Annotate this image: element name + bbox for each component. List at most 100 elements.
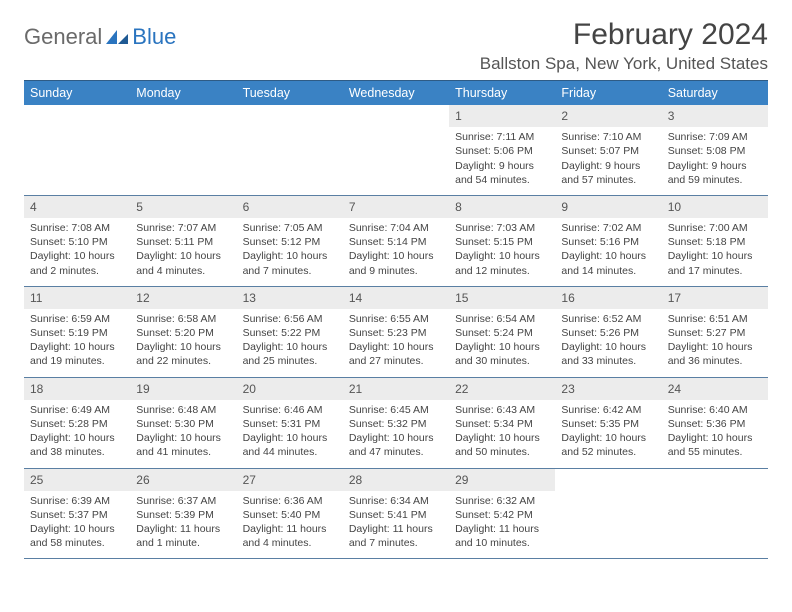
day-detail-cell: Sunrise: 6:58 AMSunset: 5:20 PMDaylight:… (130, 309, 236, 377)
day-detail-cell: Sunrise: 6:59 AMSunset: 5:19 PMDaylight:… (24, 309, 130, 377)
day-number-cell: 2 (555, 105, 661, 127)
sunset-line: Sunset: 5:31 PM (243, 417, 337, 431)
day-detail-cell: Sunrise: 6:52 AMSunset: 5:26 PMDaylight:… (555, 309, 661, 377)
day-detail-cell: Sunrise: 7:03 AMSunset: 5:15 PMDaylight:… (449, 218, 555, 286)
sunset-line: Sunset: 5:40 PM (243, 508, 337, 522)
day-number-cell: 7 (343, 195, 449, 218)
sunset-line: Sunset: 5:07 PM (561, 144, 655, 158)
sunrise-line: Sunrise: 7:04 AM (349, 221, 443, 235)
daylight-line: Daylight: 9 hours and 59 minutes. (668, 159, 762, 187)
day-number-cell: 15 (449, 286, 555, 309)
day-number-cell: 10 (662, 195, 768, 218)
sunrise-line: Sunrise: 7:00 AM (668, 221, 762, 235)
day-detail-cell: Sunrise: 6:42 AMSunset: 5:35 PMDaylight:… (555, 400, 661, 468)
day-number-cell: 21 (343, 377, 449, 400)
weekday-header: Wednesday (343, 81, 449, 106)
location: Ballston Spa, New York, United States (480, 54, 768, 74)
daylight-line: Daylight: 10 hours and 25 minutes. (243, 340, 337, 368)
sunset-line: Sunset: 5:18 PM (668, 235, 762, 249)
day-number-cell: 4 (24, 195, 130, 218)
sunrise-line: Sunrise: 6:54 AM (455, 312, 549, 326)
sunrise-line: Sunrise: 6:59 AM (30, 312, 124, 326)
day-number-cell: 5 (130, 195, 236, 218)
day-number-cell (237, 105, 343, 127)
daylight-line: Daylight: 11 hours and 10 minutes. (455, 522, 549, 550)
day-number-cell: 27 (237, 468, 343, 491)
day-number-cell: 23 (555, 377, 661, 400)
sunset-line: Sunset: 5:30 PM (136, 417, 230, 431)
sunset-line: Sunset: 5:41 PM (349, 508, 443, 522)
sunrise-line: Sunrise: 6:37 AM (136, 494, 230, 508)
day-number-cell: 16 (555, 286, 661, 309)
day-number-row: 45678910 (24, 195, 768, 218)
day-number-cell: 25 (24, 468, 130, 491)
sunset-line: Sunset: 5:15 PM (455, 235, 549, 249)
day-number-cell: 19 (130, 377, 236, 400)
daylight-line: Daylight: 10 hours and 22 minutes. (136, 340, 230, 368)
sunrise-line: Sunrise: 7:10 AM (561, 130, 655, 144)
day-number-cell: 14 (343, 286, 449, 309)
day-detail-row: Sunrise: 6:49 AMSunset: 5:28 PMDaylight:… (24, 400, 768, 468)
sunrise-line: Sunrise: 7:07 AM (136, 221, 230, 235)
sunrise-line: Sunrise: 6:39 AM (30, 494, 124, 508)
title-block: February 2024 Ballston Spa, New York, Un… (480, 18, 768, 74)
day-detail-cell: Sunrise: 6:55 AMSunset: 5:23 PMDaylight:… (343, 309, 449, 377)
day-number-cell: 22 (449, 377, 555, 400)
day-detail-cell: Sunrise: 6:36 AMSunset: 5:40 PMDaylight:… (237, 491, 343, 559)
sunset-line: Sunset: 5:32 PM (349, 417, 443, 431)
daylight-line: Daylight: 9 hours and 54 minutes. (455, 159, 549, 187)
sunrise-line: Sunrise: 6:51 AM (668, 312, 762, 326)
day-detail-cell: Sunrise: 7:10 AMSunset: 5:07 PMDaylight:… (555, 127, 661, 195)
day-detail-cell: Sunrise: 7:00 AMSunset: 5:18 PMDaylight:… (662, 218, 768, 286)
sunrise-line: Sunrise: 6:46 AM (243, 403, 337, 417)
day-number-cell: 6 (237, 195, 343, 218)
logo: General Blue (24, 18, 176, 50)
daylight-line: Daylight: 11 hours and 1 minute. (136, 522, 230, 550)
day-number-cell: 20 (237, 377, 343, 400)
month-title: February 2024 (480, 18, 768, 52)
sunrise-line: Sunrise: 6:48 AM (136, 403, 230, 417)
day-detail-cell: Sunrise: 6:34 AMSunset: 5:41 PMDaylight:… (343, 491, 449, 559)
day-detail-cell: Sunrise: 6:43 AMSunset: 5:34 PMDaylight:… (449, 400, 555, 468)
logo-sail-icon (104, 28, 130, 46)
sunrise-line: Sunrise: 7:08 AM (30, 221, 124, 235)
sunrise-line: Sunrise: 6:36 AM (243, 494, 337, 508)
sunrise-line: Sunrise: 7:05 AM (243, 221, 337, 235)
sunrise-line: Sunrise: 7:03 AM (455, 221, 549, 235)
day-detail-cell: Sunrise: 7:04 AMSunset: 5:14 PMDaylight:… (343, 218, 449, 286)
day-detail-cell (130, 127, 236, 195)
day-number-cell (662, 468, 768, 491)
daylight-line: Daylight: 10 hours and 38 minutes. (30, 431, 124, 459)
calendar-page: General Blue February 2024 Ballston Spa,… (0, 0, 792, 559)
sunset-line: Sunset: 5:10 PM (30, 235, 124, 249)
sunset-line: Sunset: 5:27 PM (668, 326, 762, 340)
day-number-row: 2526272829 (24, 468, 768, 491)
day-number-cell: 24 (662, 377, 768, 400)
day-detail-cell: Sunrise: 7:09 AMSunset: 5:08 PMDaylight:… (662, 127, 768, 195)
day-number-row: 11121314151617 (24, 286, 768, 309)
day-number-row: 18192021222324 (24, 377, 768, 400)
daylight-line: Daylight: 9 hours and 57 minutes. (561, 159, 655, 187)
sunrise-line: Sunrise: 6:32 AM (455, 494, 549, 508)
day-detail-cell (237, 127, 343, 195)
weekday-header: Tuesday (237, 81, 343, 106)
day-detail-cell: Sunrise: 6:39 AMSunset: 5:37 PMDaylight:… (24, 491, 130, 559)
day-number-cell: 13 (237, 286, 343, 309)
sunset-line: Sunset: 5:14 PM (349, 235, 443, 249)
day-number-cell (343, 105, 449, 127)
daylight-line: Daylight: 10 hours and 17 minutes. (668, 249, 762, 277)
weekday-header: Sunday (24, 81, 130, 106)
daylight-line: Daylight: 10 hours and 33 minutes. (561, 340, 655, 368)
day-detail-cell (24, 127, 130, 195)
day-detail-cell: Sunrise: 6:40 AMSunset: 5:36 PMDaylight:… (662, 400, 768, 468)
sunrise-line: Sunrise: 6:42 AM (561, 403, 655, 417)
day-number-cell: 9 (555, 195, 661, 218)
day-detail-cell: Sunrise: 7:08 AMSunset: 5:10 PMDaylight:… (24, 218, 130, 286)
weekday-header: Friday (555, 81, 661, 106)
daylight-line: Daylight: 10 hours and 9 minutes. (349, 249, 443, 277)
day-number-cell: 1 (449, 105, 555, 127)
sunset-line: Sunset: 5:35 PM (561, 417, 655, 431)
daylight-line: Daylight: 11 hours and 4 minutes. (243, 522, 337, 550)
sunrise-line: Sunrise: 6:34 AM (349, 494, 443, 508)
daylight-line: Daylight: 10 hours and 19 minutes. (30, 340, 124, 368)
